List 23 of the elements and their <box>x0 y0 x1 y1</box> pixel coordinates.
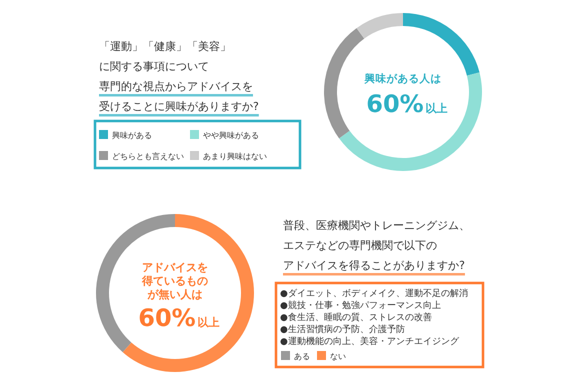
text: 興味がある人は <box>364 72 442 85</box>
legend-label: やや興味がある <box>203 131 259 140</box>
text: 60% <box>138 304 196 332</box>
text: 「運動」「健康」「美容」に関する事項について専門的な視点からアドバイスを受けることに興味がありますか? <box>99 40 259 113</box>
legend-label: ない <box>330 352 346 361</box>
text: 普段、医療機関やトレーニングジム、エステなどの専門機関で以下のアドバイスを得ることがありますか? <box>283 219 470 272</box>
legend-label: どちらとも言えない <box>112 152 184 161</box>
text: 以上 <box>198 316 220 329</box>
donut-slice <box>339 72 482 171</box>
donut-slice <box>324 28 364 138</box>
text: 60% <box>366 90 424 118</box>
text: ●競技・仕事・勉強パフォーマンス向上 <box>280 300 441 311</box>
text: ●運動機能の向上、美容・アンチエイジング <box>280 336 460 347</box>
donut-slice <box>356 13 403 39</box>
legend-label: あまり興味はない <box>203 152 267 161</box>
legend-label: ある <box>294 352 310 361</box>
text: 以上 <box>426 102 448 115</box>
text: アドバイスを得ているものが無い人は <box>141 261 208 301</box>
donut-slice <box>122 214 254 372</box>
legend-label: 興味がある <box>112 131 152 140</box>
text: ●ダイエット、ボディメイク、運動不足の解消 <box>280 288 468 299</box>
text: ●生活習慣病の予防、介護予防 <box>280 324 405 335</box>
text: ●食生活、睡眠の質、ストレスの改善 <box>280 312 432 323</box>
